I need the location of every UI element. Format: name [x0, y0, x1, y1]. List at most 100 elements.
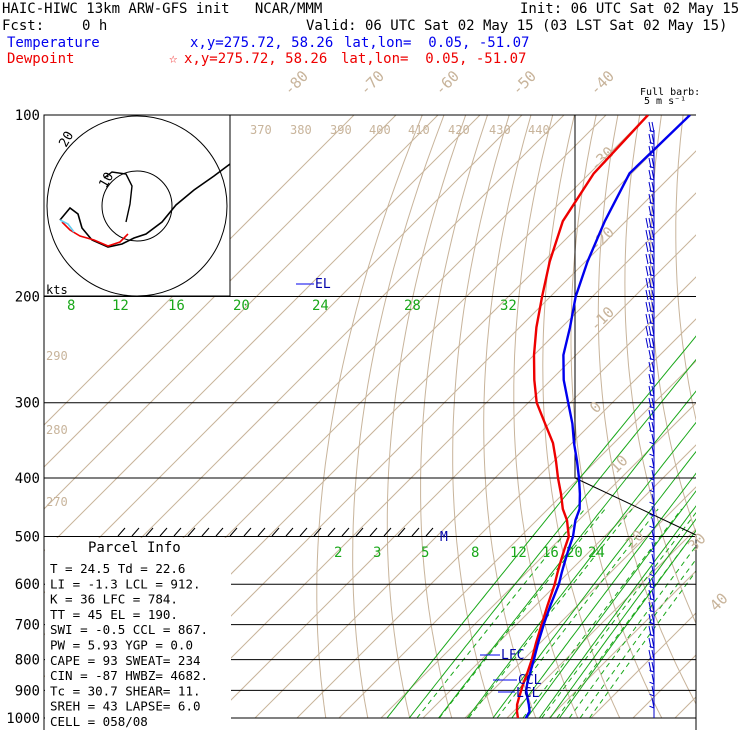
freezing-hatch: [201, 527, 210, 537]
isotherm-grid: [44, 115, 696, 719]
wind-barb-flag: [651, 421, 655, 433]
freezing-hatch: [271, 527, 280, 537]
temperature-latlon: lat,lon= 0.05, -51.07: [344, 35, 530, 51]
wind-barb-flag: [645, 289, 649, 301]
moist-adiabat-line: [568, 545, 696, 719]
hodograph-trace-low: [61, 221, 129, 247]
wind-barb-flag: [648, 241, 652, 253]
freezing-hatch: [313, 527, 322, 537]
init-time: Init: 06 UTC Sat 02 May 15: [520, 1, 740, 17]
wind-barb-flag: [648, 145, 652, 157]
wind-barb-flag: [648, 169, 652, 181]
dry-adiabat-line: [483, 115, 537, 719]
freezing-hatch: [117, 527, 126, 537]
mixing-ratio-labels: 8 12 16 20 24 28 32 2 3 5 8 12 16 20 24: [67, 298, 605, 561]
isotherm-line: [44, 115, 355, 426]
mixing-ratio-label: 32: [500, 298, 517, 314]
theta-labels: 370 380 390 400 410 420 430 440 290 280 270: [46, 123, 550, 509]
hodograph-frame: [43, 114, 231, 297]
freezing-hatch: [299, 527, 308, 537]
wind-barb-flag: [645, 253, 649, 265]
hodograph-trace: [59, 163, 231, 248]
barb-legend-line2: 5 m s⁻¹: [644, 96, 686, 107]
mixing-ratio-line: [511, 472, 696, 719]
wind-barb-flag: [645, 217, 649, 229]
wind-barb-flag: [651, 337, 655, 349]
theta-label: 430: [489, 123, 511, 137]
wind-barb-flag: [651, 325, 655, 337]
wind-barb-flag: [651, 649, 655, 661]
dry-adiabat-line: [542, 115, 621, 719]
isotherm-label: -30: [586, 143, 618, 175]
right-axis-diagonal: [574, 477, 697, 536]
isotherm-line: [590, 612, 696, 719]
wind-barb-flag: [648, 409, 652, 421]
wind-barb: [649, 705, 655, 709]
wind-barb-flag: [648, 385, 652, 397]
temperature-label: Temperature: [7, 35, 100, 51]
wind-barb-flag: [648, 661, 652, 673]
dry-adiabat-line: [352, 115, 445, 719]
wind-barb-flag: [645, 277, 649, 289]
freezing-hatch: [383, 527, 392, 537]
wind-barb-flag: [648, 313, 652, 325]
wind-barb: [649, 573, 655, 577]
isotherm-line: [674, 696, 696, 719]
theta-label: 440: [528, 123, 550, 137]
pressure-tick-label: 200: [15, 290, 40, 306]
wind-barb-flag: [651, 229, 655, 241]
dry-adiabat-line: [316, 115, 423, 719]
theta-label: 290: [46, 349, 68, 363]
freezing-hatch: [369, 527, 378, 537]
freezing-hatch: [341, 527, 350, 537]
mixing-ratio-line: [466, 421, 696, 719]
isotherm-label: 0: [586, 398, 605, 417]
pressure-tick-labels: 100 200 300 400 500 600 700 800 900 1000: [6, 108, 40, 727]
wind-barb-flag: [651, 277, 655, 289]
dewpoint-latlon: lat,lon= 0.05, -51.07: [341, 51, 527, 67]
wind-barb-flag: [648, 601, 652, 613]
wind-barb-flag: [648, 217, 652, 229]
freezing-hatch: [285, 527, 294, 537]
wind-barb: [649, 561, 655, 565]
parcel-info-row: Tc = 30.7 SHEAR= 11.: [50, 683, 201, 698]
wind-barb-flag: [651, 121, 655, 133]
isotherm-label: -70: [356, 67, 388, 99]
wind-barb: [649, 465, 655, 469]
isotherm-line: [422, 444, 696, 719]
wind-barb-flag: [648, 289, 652, 301]
wind-barb-flag: [651, 313, 655, 325]
wind-barb-flag: [648, 265, 652, 277]
wind-barbs: Full barb:5 m s⁻¹: [640, 87, 700, 718]
wind-barb-flag: [651, 673, 655, 685]
parcel-info-row: CELL = 058/08: [50, 714, 148, 729]
wind-barb-flag: [651, 133, 655, 145]
isotherm-label: -50: [508, 67, 540, 99]
isotherm-label: 40: [706, 589, 732, 615]
freezing-hatch: [229, 527, 238, 537]
wind-barb: [649, 441, 655, 445]
parcel-box-bg: [45, 538, 231, 728]
wind-barb-flag: [651, 253, 655, 265]
theta-label: 410: [408, 123, 430, 137]
wind-barb-flag: [651, 385, 655, 397]
pressure-tick-label: 900: [15, 683, 40, 699]
mixing-ratio-label: 2: [334, 545, 342, 561]
wind-barb-flag: [648, 301, 652, 313]
mixing-ratio-grid: [386, 335, 696, 719]
wind-barb-flag: [648, 589, 652, 601]
dry-adiabat-line: [452, 115, 510, 719]
mixing-ratio-label: 8: [471, 545, 479, 561]
wind-barb-flag: [651, 613, 655, 625]
pressure-tick-label: 300: [15, 396, 40, 412]
isotherm-line: [464, 486, 696, 719]
isotherm-line: [212, 234, 696, 719]
wind-barb: [649, 681, 655, 685]
dry-adiabat-line: [513, 115, 579, 719]
parcel-info-row: CIN = -87 HWBZ= 4682.: [50, 668, 208, 683]
wind-barb-flag: [648, 325, 652, 337]
mixing-ratio-line: [386, 335, 696, 719]
mixing-ratio-label: 8: [67, 298, 75, 314]
valid-time: Valid: 06 UTC Sat 02 May 15 (03 LST Sat …: [306, 18, 728, 34]
